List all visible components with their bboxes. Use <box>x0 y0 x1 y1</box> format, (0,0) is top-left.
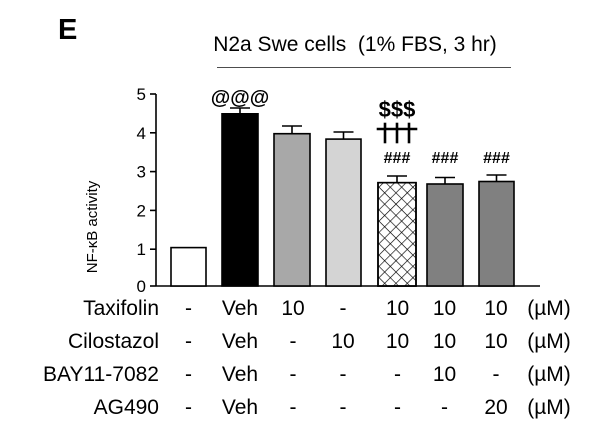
svg-text:10: 10 <box>433 330 456 353</box>
svg-text:10: 10 <box>386 297 409 320</box>
svg-text:-: - <box>441 396 448 419</box>
svg-text:-: - <box>290 363 297 386</box>
svg-text:(µM): (µM) <box>527 396 571 419</box>
svg-text:BAY11-7082: BAY11-7082 <box>43 363 159 386</box>
svg-text:Taxifolin: Taxifolin <box>83 297 159 320</box>
svg-text:10: 10 <box>484 297 507 320</box>
svg-text:20: 20 <box>484 396 507 419</box>
svg-text:-: - <box>185 363 192 386</box>
svg-text:10: 10 <box>433 363 456 386</box>
svg-text:10: 10 <box>433 297 456 320</box>
svg-text:-: - <box>290 396 297 419</box>
svg-text:10: 10 <box>484 330 507 353</box>
svg-text:-: - <box>290 330 297 353</box>
svg-text:AG490: AG490 <box>94 396 159 419</box>
svg-text:(µM): (µM) <box>527 363 571 386</box>
svg-text:-: - <box>493 363 500 386</box>
svg-text:(µM): (µM) <box>527 297 571 320</box>
svg-text:(µM): (µM) <box>527 330 571 353</box>
svg-text:10: 10 <box>281 297 304 320</box>
svg-text:Veh: Veh <box>222 396 258 419</box>
svg-text:10: 10 <box>331 330 354 353</box>
svg-text:Veh: Veh <box>222 297 258 320</box>
svg-text:Cilostazol: Cilostazol <box>68 330 159 353</box>
svg-text:-: - <box>394 396 401 419</box>
svg-text:-: - <box>185 297 192 320</box>
svg-text:-: - <box>340 396 347 419</box>
svg-text:10: 10 <box>386 330 409 353</box>
svg-text:-: - <box>185 330 192 353</box>
svg-text:-: - <box>185 396 192 419</box>
svg-text:Veh: Veh <box>222 330 258 353</box>
svg-text:Veh: Veh <box>222 363 258 386</box>
svg-text:-: - <box>394 363 401 386</box>
svg-text:-: - <box>340 297 347 320</box>
svg-text:-: - <box>340 363 347 386</box>
